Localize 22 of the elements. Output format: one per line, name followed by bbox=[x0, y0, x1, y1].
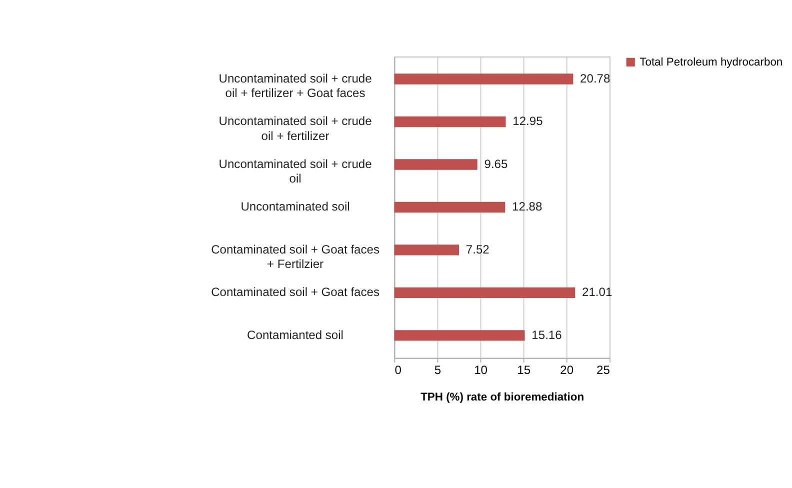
y-tick-label: Uncontaminated soil + crude oil bbox=[218, 156, 372, 186]
y-tick-label: Contaminated soil + Goat faces bbox=[211, 285, 380, 300]
x-tick-label: 5 bbox=[434, 362, 442, 377]
legend-label: Total Petroleum hydrocarbon bbox=[640, 56, 783, 69]
y-tick-label: Uncontaminated soil + crude oil + fertilizer + Goat faces bbox=[218, 71, 372, 100]
data-label: 12.88 bbox=[512, 200, 542, 214]
data-label: 12.95 bbox=[512, 114, 544, 128]
y-tick-label: Uncontaminated soil bbox=[240, 200, 350, 214]
x-tick-label: 25 bbox=[596, 362, 610, 377]
x-tick-label: 20 bbox=[560, 362, 574, 377]
data-label: 15.16 bbox=[532, 328, 562, 342]
y-tick-label: Uncontaminated soil + crude oil + fertilizer bbox=[218, 114, 372, 143]
x-axis-title: TPH (%) rate of bioremediation bbox=[420, 391, 584, 404]
data-label: 21.01 bbox=[582, 285, 612, 300]
y-tick-label: Contamianted soil bbox=[247, 328, 344, 342]
data-label: 9.65 bbox=[484, 156, 508, 171]
x-tick-label: 15 bbox=[517, 362, 531, 377]
y-tick-label: Contaminated soil + Goat faces + Fertilzier bbox=[211, 242, 380, 272]
data-label: 20.78 bbox=[580, 71, 610, 86]
data-label: 7.52 bbox=[466, 242, 490, 256]
x-tick-label: 10 bbox=[474, 362, 488, 377]
x-tick-label: 0 bbox=[394, 362, 402, 377]
